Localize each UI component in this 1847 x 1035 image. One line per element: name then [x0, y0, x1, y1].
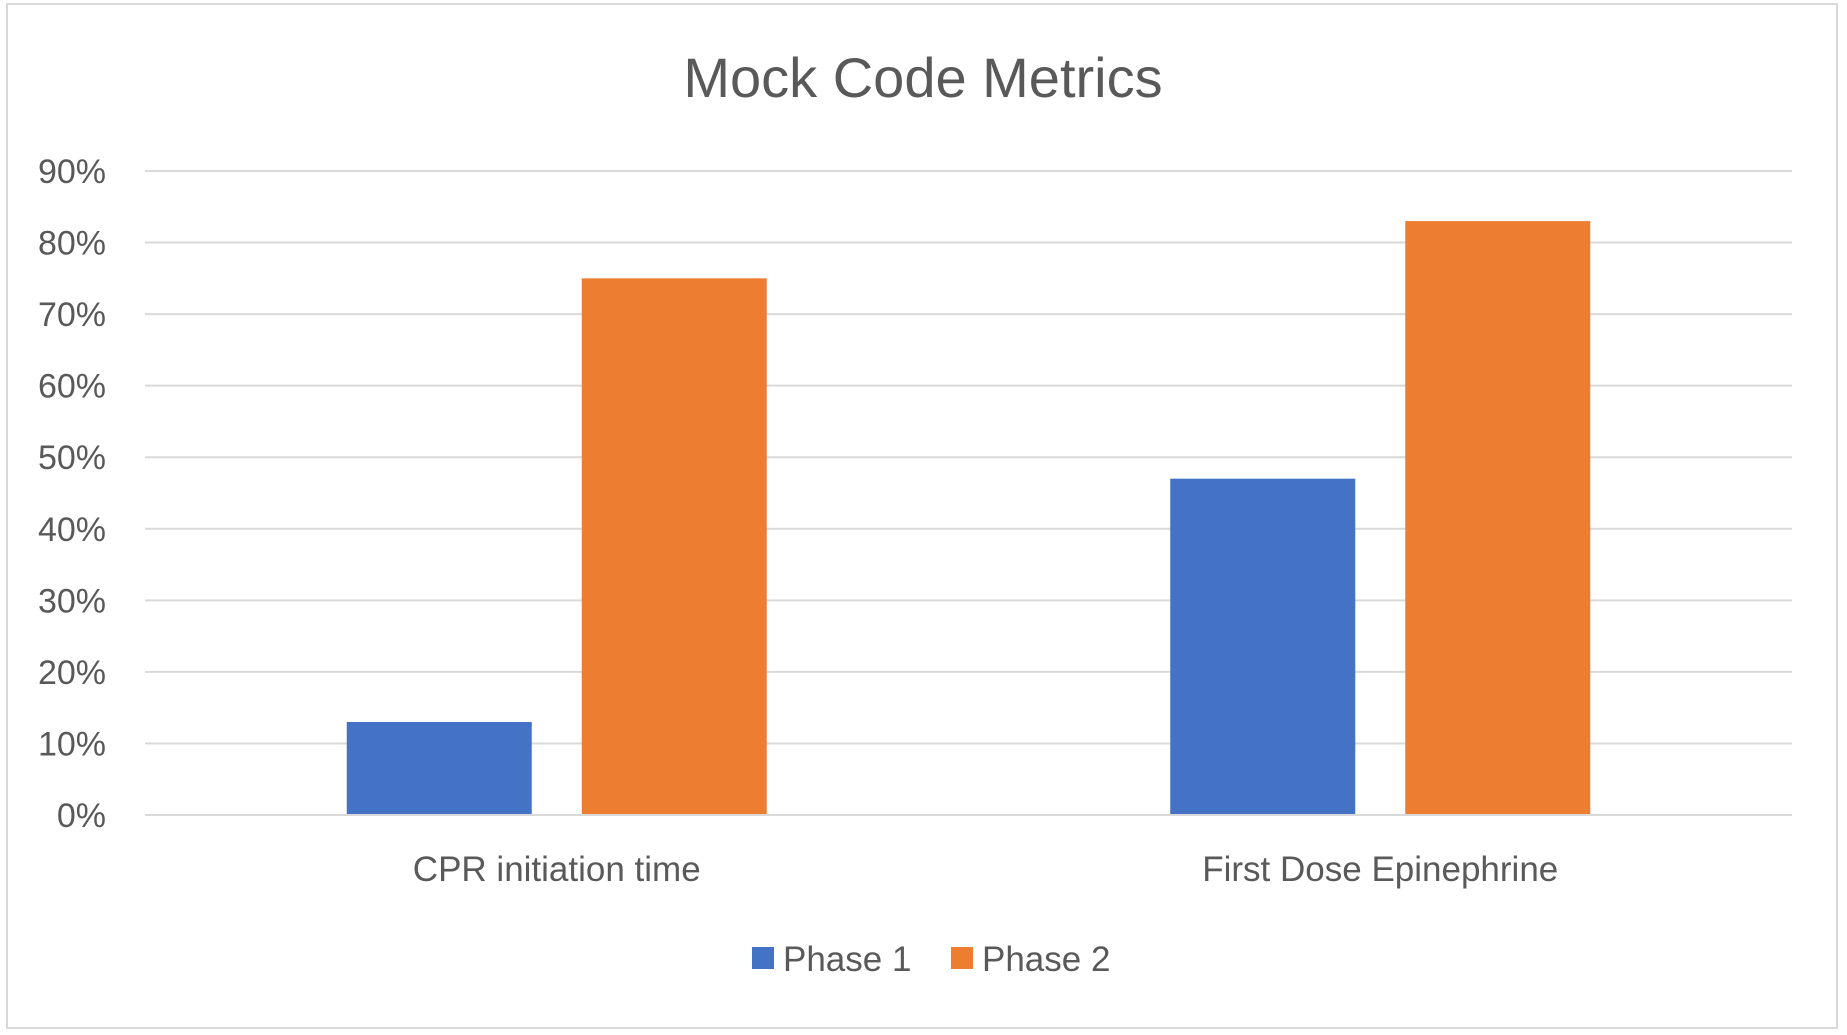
y-tick-label: 90% — [38, 153, 106, 191]
bars — [145, 221, 1792, 816]
y-tick-label: 70% — [38, 296, 106, 334]
bar-phase-1-1 — [346, 721, 532, 815]
bar-phase-1-2 — [1170, 478, 1356, 815]
bar-phase-2-1 — [581, 278, 767, 815]
y-tick-label: 50% — [38, 439, 106, 477]
y-axis-ticks: 0% 10% 20% 30% 40% 50% 60% 70% 80% 90% — [38, 153, 106, 835]
y-tick-label: 30% — [38, 582, 106, 620]
legend: Phase 1 Phase 2 — [752, 940, 1110, 979]
y-tick-label: 0% — [57, 797, 106, 835]
y-tick-label: 10% — [38, 725, 106, 763]
legend-label: Phase 1 — [783, 940, 911, 979]
chart-title: Mock Code Metrics — [683, 46, 1162, 109]
legend-swatch — [752, 947, 774, 969]
legend-swatch — [951, 947, 973, 969]
y-tick-label: 60% — [38, 368, 106, 406]
bar-phase-2-2 — [1405, 221, 1591, 816]
x-axis-labels: CPR initiation time First Dose Epinephrin… — [413, 850, 1558, 889]
legend-label: Phase 2 — [982, 940, 1110, 979]
x-category-label: CPR initiation time — [413, 850, 701, 889]
y-tick-label: 80% — [38, 225, 106, 263]
x-category-label: First Dose Epinephrine — [1202, 850, 1558, 889]
y-tick-label: 40% — [38, 511, 106, 549]
y-tick-label: 20% — [38, 654, 106, 692]
